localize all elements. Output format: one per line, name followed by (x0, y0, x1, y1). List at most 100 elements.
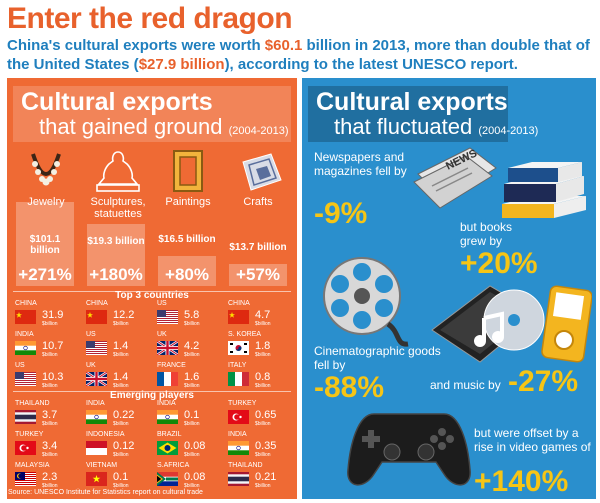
category-label: Jewelry (27, 196, 65, 208)
country-name: INDIA (157, 400, 176, 407)
country-entry: TURKEY 0.65 $billion (228, 400, 294, 436)
country-entry: S. KOREA 1.8 $billion (228, 331, 294, 367)
bar-value: $13.7 billion (229, 242, 287, 253)
right-panel-title: Cultural exports that fluctuated (2004-2… (308, 86, 538, 142)
flag-in-icon (86, 410, 107, 424)
country-value: 0.1 (113, 471, 129, 483)
country-value: 3.7 (42, 409, 58, 421)
flag-uk-icon (85, 370, 108, 388)
left-title-years: (2004-2013) (228, 125, 289, 137)
top3-heading: Top 3 countries (115, 290, 189, 301)
value-unit: $billion (113, 321, 129, 327)
flag-us-icon (157, 310, 178, 324)
country-value: 0.08 (184, 440, 206, 452)
country-name: FRANCE (157, 362, 186, 369)
country-name: CHINA (86, 300, 108, 307)
country-name: UK (86, 362, 96, 369)
country-entry: INDIA 0.35 $billion (228, 431, 294, 467)
category-label: Crafts (243, 196, 273, 208)
country-name: CHINA (228, 300, 250, 307)
us-value: $27.9 billion (138, 56, 225, 73)
country-value: 5.8 (184, 309, 200, 321)
bar-change: +180% (89, 265, 143, 284)
bar-change: +80% (165, 265, 209, 284)
books-change: +20% (460, 247, 538, 280)
value-unit: $billion (42, 321, 58, 327)
value-unit: $billion (255, 421, 271, 427)
country-name: S.AFRICA (157, 462, 190, 469)
left-title-text: that gained ground (39, 114, 223, 139)
country-value: 31.9 (42, 309, 64, 321)
statue-icon (83, 150, 153, 194)
flag-br-icon (157, 441, 178, 455)
flag-uk-icon (156, 339, 179, 357)
country-entry: INDIA 0.22 $billion (86, 400, 152, 436)
country-value: 0.35 (255, 440, 277, 452)
country-entry: CHINA 4.7 $billion (228, 300, 294, 336)
bar-value: $19.3 billion (87, 236, 145, 247)
country-name: THAILAND (15, 400, 50, 407)
value-unit: $billion (184, 352, 200, 358)
country-entry: ITALY 0.8 $billion (228, 362, 294, 398)
flag-my-icon (15, 472, 36, 486)
country-entry: TURKEY 3.4 $billion (15, 431, 81, 467)
country-entry: S.AFRICA 0.08 $billion (157, 462, 223, 498)
divider (13, 391, 291, 392)
page-headline: Enter the red dragon (7, 2, 293, 35)
country-name: INDIA (86, 400, 105, 407)
flag-cn-icon (15, 310, 36, 324)
right-title-text: that fluctuated (334, 114, 473, 139)
country-name: S. KOREA (228, 331, 262, 338)
newspapers-text: Newspapers and magazines fell by (314, 150, 407, 178)
flag-us-icon (15, 372, 36, 386)
value-unit: $billion (184, 321, 200, 327)
country-entry: INDIA 0.1 $billion (157, 400, 223, 436)
music-change: -27% (508, 365, 579, 398)
country-value: 1.6 (184, 371, 200, 383)
china-value: $60.1 (264, 37, 303, 54)
value-unit: $billion (42, 383, 58, 389)
flag-in-icon (228, 441, 249, 455)
flag-tr-icon (228, 410, 249, 424)
flag-th-icon (228, 472, 249, 486)
country-entry: INDIA 10.7 $billion (15, 331, 81, 367)
country-value: 0.21 (255, 471, 277, 483)
country-entry: MALAYSIA 2.3 $billion (15, 462, 81, 498)
newspapers-change: -9% (314, 197, 368, 230)
country-name: BRAZIL (157, 431, 182, 438)
value-unit: $billion (184, 483, 200, 489)
flag-th-icon (15, 410, 36, 424)
country-name: VIETNAM (86, 462, 118, 469)
flag-cn-icon (86, 310, 107, 324)
country-value: 1.8 (255, 340, 271, 352)
country-value: 0.8 (255, 371, 271, 383)
country-value: 4.2 (184, 340, 200, 352)
right-title-line1: Cultural exports (316, 88, 508, 116)
flag-it-icon (228, 372, 249, 386)
flag-in-icon (15, 341, 36, 355)
frame-icon (153, 150, 223, 194)
books-icon (502, 162, 586, 218)
country-name: US (86, 331, 96, 338)
value-unit: $billion (42, 421, 58, 427)
music-text: and music by (430, 378, 501, 392)
category-label: Sculptures, statuettes (90, 196, 146, 220)
country-name: ITALY (228, 362, 247, 369)
country-value: 3.4 (42, 440, 58, 452)
source-note: Source: UNESCO Institute for Statistics … (8, 489, 203, 496)
flag-id-icon (86, 441, 107, 455)
flag-cn-icon (228, 310, 249, 324)
country-entry: US 1.4 $billion (86, 331, 152, 367)
cinema-change: -88% (314, 371, 385, 404)
left-title-line1: Cultural exports (21, 88, 213, 116)
value-unit: $billion (42, 452, 58, 458)
country-entry: US 5.8 $billion (157, 300, 223, 336)
country-value: 0.65 (255, 409, 277, 421)
country-name: CHINA (15, 300, 37, 307)
country-value: 2.3 (42, 471, 58, 483)
country-value: 10.7 (42, 340, 64, 352)
country-value: 4.7 (255, 309, 271, 321)
country-value: 0.08 (184, 471, 206, 483)
country-name: TURKEY (15, 431, 44, 438)
country-name: US (157, 300, 167, 307)
